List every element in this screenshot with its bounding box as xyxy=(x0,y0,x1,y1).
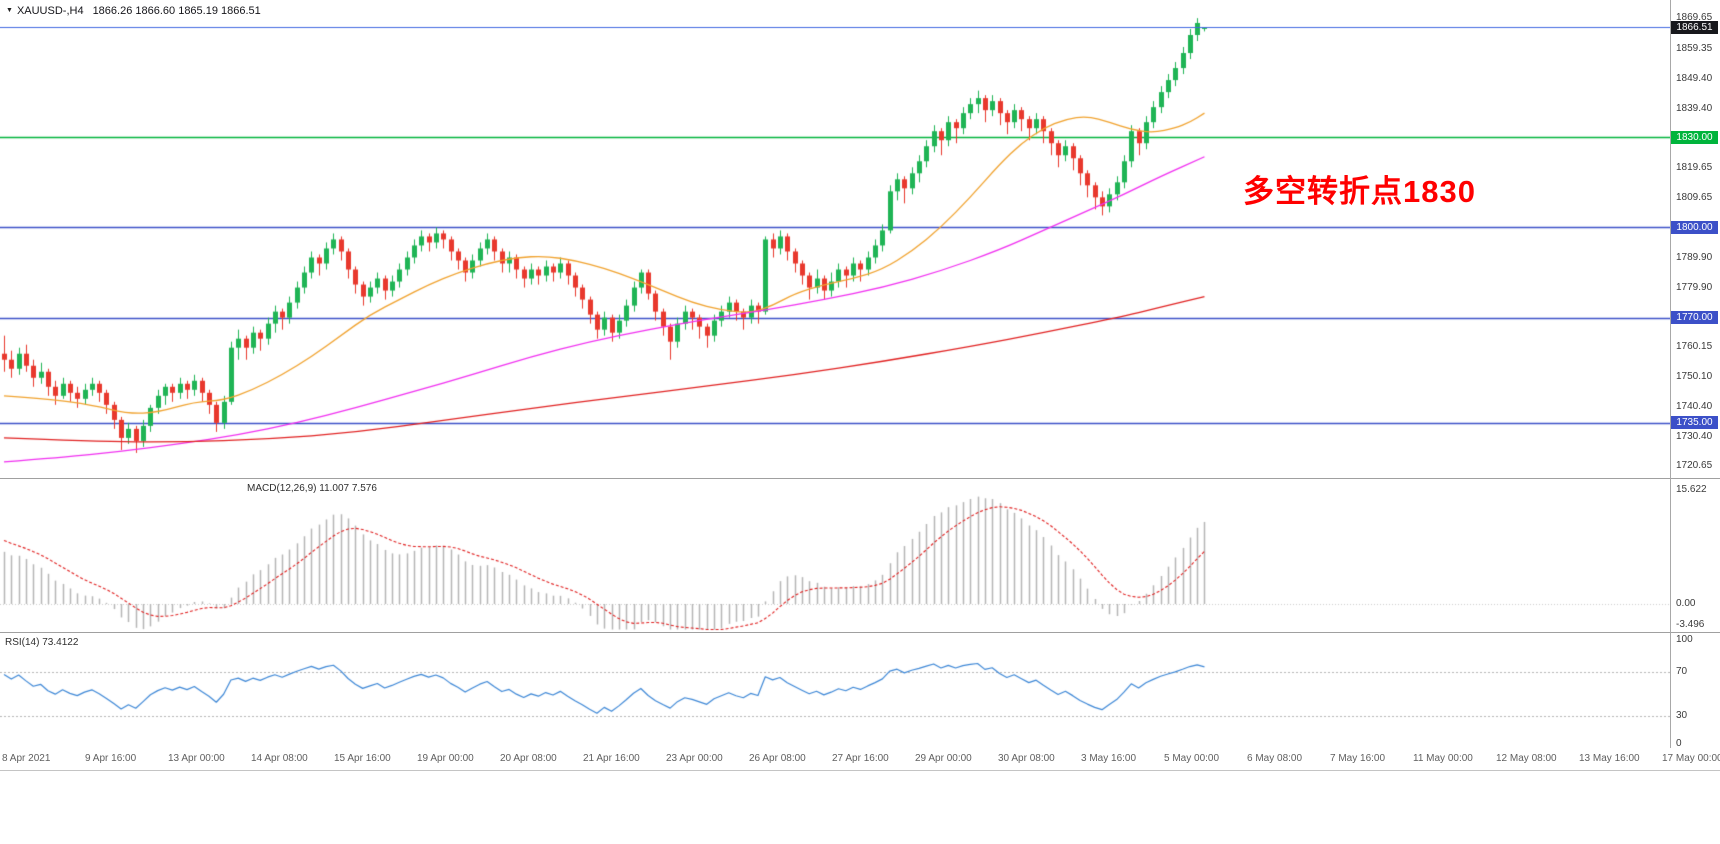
price-scale-label: 1809.65 xyxy=(1676,192,1713,204)
price-scale[interactable]: 1866.51 1869.65 1859.35 1849.40 1839.40 1819… xyxy=(1670,0,1720,770)
time-axis-label: 27 Apr 16:00 xyxy=(832,753,889,764)
time-axis-label: 5 May 00:00 xyxy=(1164,753,1220,764)
price-scale-label: 1869.65 xyxy=(1676,12,1713,23)
macd-scale-label: 15.622 xyxy=(1676,484,1707,495)
price-scale-label: 1859.35 xyxy=(1676,42,1713,54)
time-axis-label: 3 May 16:00 xyxy=(1081,753,1137,764)
price-level-badge: 1800.00 xyxy=(1671,220,1718,234)
time-axis-label: 6 May 08:00 xyxy=(1247,753,1303,764)
main-chart-canvas[interactable] xyxy=(0,0,1670,478)
time-axis-label: 26 Apr 08:00 xyxy=(749,753,806,764)
price-scale-border xyxy=(1670,0,1671,770)
ohlc-values: 1866.26 1866.60 1865.19 1866.51 xyxy=(92,5,261,17)
price-scale-label: 1720.65 xyxy=(1676,460,1713,471)
window-bottom-area xyxy=(0,771,1720,844)
rsi-scale-label: 70 xyxy=(1676,666,1688,677)
time-axis-label: 13 Apr 00:00 xyxy=(168,753,225,764)
time-axis-label: 23 Apr 00:00 xyxy=(666,753,723,764)
panel-separator[interactable] xyxy=(0,478,1720,479)
time-axis-label: 12 May 08:00 xyxy=(1496,753,1557,764)
current-price-badge: 1866.51 xyxy=(1671,20,1718,34)
time-axis-label: 29 Apr 00:00 xyxy=(915,753,972,764)
symbol-timeframe: XAUUSD-,H4 xyxy=(16,5,84,17)
macd-indicator-label: MACD(12,26,9) 11.007 7.576 xyxy=(247,483,377,494)
price-scale-label: 1740.40 xyxy=(1676,400,1713,412)
price-scale-label: 1730.40 xyxy=(1676,430,1713,442)
time-axis[interactable]: 8 Apr 2021 9 Apr 16:00 13 Apr 00:00 14 Apr … xyxy=(0,748,1720,770)
rsi-scale-label: 0 xyxy=(1676,738,1682,749)
time-axis-label: 20 Apr 08:00 xyxy=(500,753,557,764)
time-axis-label: 21 Apr 16:00 xyxy=(583,753,640,764)
rsi-scale-label: 100 xyxy=(1676,634,1693,645)
macd-scale-label: 0.00 xyxy=(1676,598,1696,609)
price-scale-label: 1789.90 xyxy=(1676,251,1713,263)
panel-separator[interactable] xyxy=(0,632,1720,633)
rsi-scale-label: 30 xyxy=(1676,710,1688,721)
time-axis-label: 8 Apr 2021 xyxy=(2,753,51,764)
time-axis-label: 9 Apr 16:00 xyxy=(85,753,137,764)
price-level-badge: 1770.00 xyxy=(1671,311,1718,325)
time-axis-label: 17 May 00:00 xyxy=(1662,753,1720,764)
time-axis-label: 11 May 00:00 xyxy=(1413,753,1473,764)
price-scale-label: 1779.90 xyxy=(1676,281,1713,293)
price-level-badge: 1735.00 xyxy=(1671,416,1718,430)
time-axis-label: 13 May 16:00 xyxy=(1579,753,1640,764)
macd-scale-label: -3.496 xyxy=(1676,619,1705,630)
annotation-text[interactable]: 多空转折点1830 xyxy=(1243,174,1476,209)
time-axis-label: 14 Apr 08:00 xyxy=(251,753,308,764)
time-axis-label: 15 Apr 16:00 xyxy=(334,753,391,764)
price-scale-label: 1819.65 xyxy=(1676,162,1713,174)
time-axis-label: 30 Apr 08:00 xyxy=(998,753,1055,764)
price-scale-label: 1849.40 xyxy=(1676,72,1713,84)
rsi-indicator-label: RSI(14) 73.4122 xyxy=(5,637,79,648)
price-level-badge: 1830.00 xyxy=(1671,130,1718,144)
axis-bottom-border xyxy=(0,770,1720,771)
time-axis-label: 7 May 16:00 xyxy=(1330,753,1386,764)
price-scale-label: 1750.10 xyxy=(1676,371,1713,383)
symbol-dropdown-icon: ▼ xyxy=(6,7,13,14)
price-scale-label: 1839.40 xyxy=(1676,102,1713,114)
time-axis-label: 19 Apr 00:00 xyxy=(417,753,474,764)
chart-title: ▼ XAUUSD-,H4 1866.26 1866.60 1865.19 1866.… xyxy=(6,5,261,17)
rsi-panel-canvas[interactable] xyxy=(0,632,1670,748)
macd-panel-canvas[interactable] xyxy=(0,478,1670,632)
price-scale-label: 1760.15 xyxy=(1676,341,1713,353)
